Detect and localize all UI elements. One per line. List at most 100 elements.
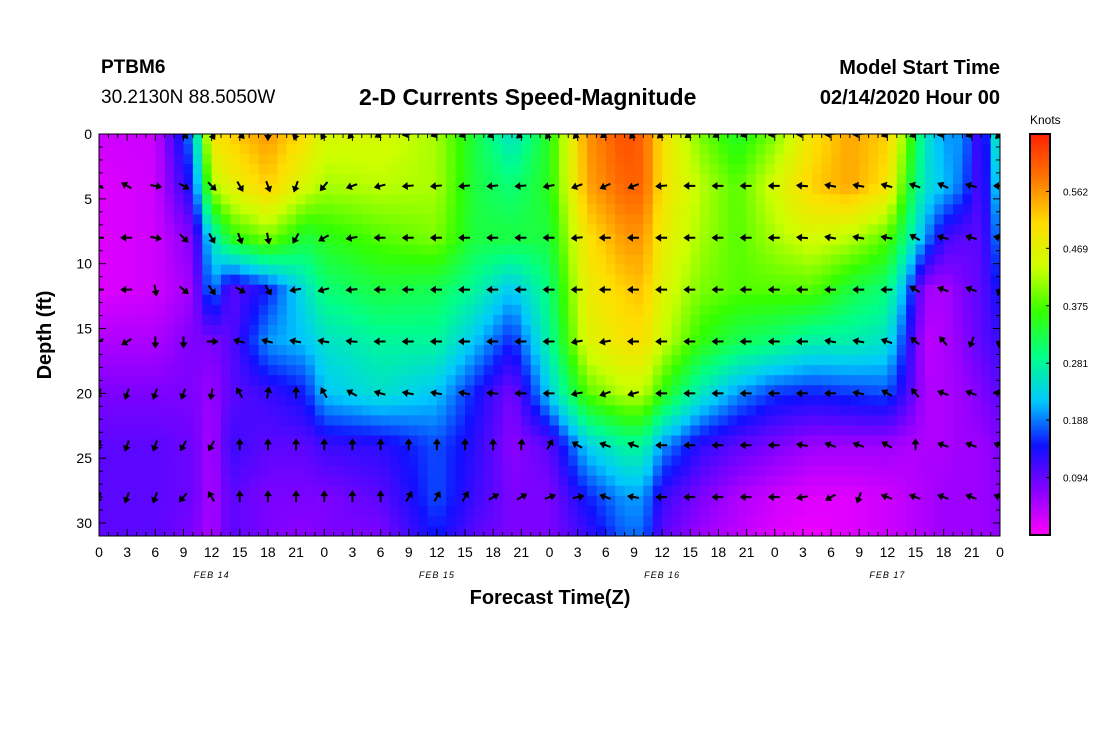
heatmap-cell	[587, 134, 598, 145]
heatmap-cell	[549, 214, 560, 226]
heatmap-cell	[202, 485, 213, 497]
heatmap-cell	[183, 294, 194, 306]
heatmap-cell	[680, 445, 691, 457]
heatmap-cell	[587, 284, 598, 296]
heatmap-cell	[343, 525, 354, 536]
heatmap-cell	[587, 184, 598, 195]
heatmap-cell	[305, 395, 316, 406]
heatmap-cell	[558, 415, 569, 427]
heatmap-cell	[549, 395, 560, 406]
heatmap-cell	[333, 355, 344, 366]
heatmap-cell	[202, 164, 213, 175]
heatmap-cell	[333, 314, 344, 326]
heatmap-cell	[596, 445, 607, 457]
heatmap-cell	[615, 234, 626, 246]
heatmap-cell	[286, 435, 297, 447]
heatmap-cell	[868, 194, 879, 205]
heatmap-cell	[474, 365, 485, 376]
heatmap-cell	[530, 475, 541, 487]
heatmap-cell	[483, 214, 494, 226]
heatmap-cell	[493, 505, 504, 517]
heatmap-cell	[221, 274, 231, 286]
heatmap-cell	[408, 505, 419, 517]
heatmap-cell	[887, 324, 898, 336]
heatmap-cell	[418, 405, 429, 416]
heatmap-cell	[455, 485, 466, 497]
heatmap-cell	[305, 515, 316, 527]
heatmap-cell	[981, 284, 992, 296]
heatmap-cell	[953, 154, 964, 165]
heatmap-cell	[699, 134, 710, 145]
heatmap-cell	[981, 304, 992, 316]
heatmap-cell	[436, 475, 447, 487]
heatmap-cell	[286, 445, 297, 457]
heatmap-cell	[549, 304, 560, 316]
heatmap-cell	[127, 495, 138, 507]
heatmap-cell	[117, 345, 128, 356]
heatmap-cell	[699, 184, 710, 195]
heatmap-cell	[465, 335, 476, 346]
heatmap-cell	[99, 204, 109, 215]
heatmap-cell	[211, 204, 222, 215]
heatmap-cell	[746, 445, 757, 457]
heatmap-cell	[840, 304, 851, 316]
heatmap-cell	[267, 204, 278, 215]
heatmap-cell	[962, 425, 973, 437]
heatmap-cell	[155, 254, 166, 266]
heatmap-cell	[465, 395, 476, 406]
heatmap-cell	[990, 485, 1000, 497]
heatmap-cell	[361, 375, 372, 386]
heatmap-cell	[418, 324, 429, 336]
heatmap-cell	[296, 304, 307, 316]
heatmap-cell	[737, 244, 748, 256]
heatmap-cell	[746, 375, 757, 386]
heatmap-cell	[849, 515, 860, 527]
heatmap-cell	[221, 455, 231, 467]
heatmap-cell	[840, 335, 851, 346]
heatmap-cell	[502, 425, 513, 437]
heatmap-cell	[962, 314, 973, 326]
heatmap-cell	[389, 134, 400, 145]
heatmap-cell	[408, 204, 419, 215]
heatmap-cell	[493, 445, 504, 457]
heatmap-cell	[361, 495, 372, 507]
heatmap-cell	[643, 415, 654, 427]
heatmap-cell	[230, 264, 241, 276]
heatmap-cell	[896, 485, 907, 497]
heatmap-cell	[558, 335, 569, 346]
heatmap-cell	[662, 294, 673, 306]
heatmap-cell	[633, 505, 644, 517]
heatmap-cell	[680, 254, 691, 266]
heatmap-cell	[915, 194, 926, 205]
heatmap-cell	[812, 254, 823, 266]
heatmap-cell	[530, 455, 541, 467]
heatmap-cell	[596, 415, 607, 427]
heatmap-cell	[793, 485, 804, 497]
heatmap-cell	[380, 455, 391, 467]
heatmap-cell	[699, 324, 710, 336]
heatmap-cell	[117, 264, 128, 276]
current-arrow	[824, 389, 837, 398]
heatmap-cell	[352, 335, 363, 346]
heatmap-cell	[934, 525, 945, 536]
heatmap-cell	[605, 224, 616, 236]
heatmap-cell	[249, 335, 260, 346]
heatmap-cell	[286, 465, 297, 477]
current-arrow	[292, 386, 301, 399]
heatmap-cell	[361, 244, 372, 256]
heatmap-cell	[568, 455, 579, 467]
heatmap-cell	[896, 345, 907, 356]
heatmap-cell	[305, 375, 316, 386]
heatmap-cell	[211, 194, 222, 205]
heatmap-cell	[633, 194, 644, 205]
current-arrow	[683, 337, 696, 346]
heatmap-cell	[530, 304, 541, 316]
heatmap-cell	[239, 164, 250, 175]
heatmap-cell	[164, 284, 175, 296]
heatmap-cell	[671, 264, 682, 276]
heatmap-cell	[671, 204, 682, 215]
heatmap-cell	[915, 174, 926, 185]
heatmap-cell	[192, 405, 203, 416]
heatmap-cell	[953, 335, 964, 346]
heatmap-cell	[455, 505, 466, 517]
